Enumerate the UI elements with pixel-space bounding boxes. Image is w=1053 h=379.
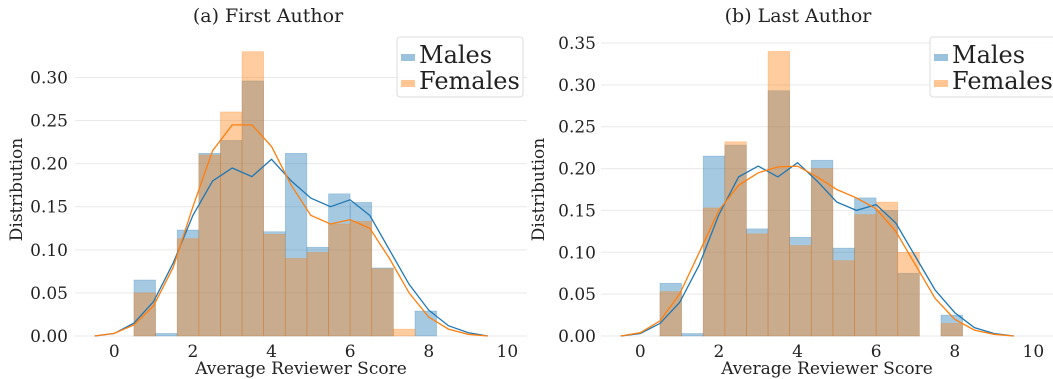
histogram-bar — [681, 333, 704, 337]
x-tick-label: 6 — [871, 342, 882, 362]
x-tick-label: 0 — [635, 342, 646, 362]
y-tick-label: 0.30 — [558, 76, 596, 96]
legend-swatch — [401, 80, 415, 87]
histogram-bar — [198, 153, 221, 337]
x-tick-label: 10 — [1023, 342, 1045, 362]
histogram-bar — [176, 238, 200, 337]
histogram-bar — [220, 140, 243, 337]
histogram-bar — [832, 247, 855, 337]
histogram-bar — [133, 279, 156, 337]
y-tick-label: 0.05 — [558, 285, 596, 305]
y-axis-label: Distribution — [7, 138, 27, 242]
histogram-bar — [789, 236, 812, 337]
y-tick-label: 0.20 — [558, 160, 596, 180]
histogram-bar — [155, 333, 178, 337]
histogram-bar — [854, 197, 877, 337]
density-curve — [620, 165, 1014, 337]
legend-label: Females — [952, 67, 1053, 95]
density-curve — [94, 158, 488, 337]
x-tick-label: 8 — [949, 342, 960, 362]
x-tick-label: 8 — [423, 342, 434, 362]
histogram-bar — [810, 168, 834, 337]
density-curve — [620, 161, 1014, 337]
histogram-bar — [875, 210, 899, 337]
x-tick-label: 4 — [792, 342, 803, 362]
x-tick-label: 10 — [497, 342, 519, 362]
histogram-bar — [349, 202, 373, 337]
last-author-panel: (b) Last Author 0.00 0.05 0.10 0.15 0.20 0.25 0… — [529, 5, 1053, 379]
histogram-bar — [176, 229, 200, 337]
histogram-bar — [724, 141, 747, 337]
y-tick-label: 0.05 — [30, 284, 68, 304]
y-tick-label: 0.25 — [558, 118, 596, 138]
legend-swatch — [401, 54, 415, 61]
y-tick-label: 0.15 — [30, 198, 68, 218]
legend-label: Females — [419, 67, 520, 95]
histogram-bar — [371, 267, 394, 337]
histogram-bar — [393, 328, 416, 337]
y-axis-label: Distribution — [529, 138, 549, 242]
y-tick-label: 0.25 — [30, 112, 68, 132]
x-tick-label: 4 — [266, 342, 277, 362]
x-tick-label: 0 — [109, 342, 120, 362]
y-tick-label: 0.20 — [30, 155, 68, 175]
histogram-bar — [746, 228, 769, 337]
histogram-bar — [198, 154, 221, 337]
histogram-bar — [263, 234, 286, 337]
histogram-bar — [767, 90, 790, 337]
legend-box — [929, 36, 1053, 98]
histogram-bar — [767, 51, 790, 337]
x-tick-label: 6 — [345, 342, 356, 362]
x-axis-label: Average Reviewer Score — [720, 359, 933, 379]
histogram-bar — [349, 221, 373, 337]
histogram-bar — [241, 80, 264, 337]
histogram-bar — [328, 223, 351, 337]
histogram-bar — [832, 260, 855, 337]
y-tick-label: 0.10 — [30, 241, 68, 261]
y-tick-label: 0.00 — [30, 327, 68, 347]
histogram-bar — [284, 153, 308, 337]
histogram-bar — [220, 111, 243, 337]
first-author-panel: (a) First Author 0.00 0.05 0.10 0.15 0.20 0.25… — [7, 5, 527, 379]
legend-label: Males — [419, 41, 492, 69]
chart-title: (a) First Author — [193, 5, 344, 27]
legend-box — [396, 36, 524, 98]
histogram-bar — [371, 268, 394, 337]
histogram-bar — [746, 233, 769, 337]
histogram-bar — [789, 245, 812, 337]
histogram-bar — [306, 246, 329, 337]
legend-label: Males — [952, 41, 1025, 69]
y-tick-label: 0.35 — [558, 34, 596, 54]
histogram-bar — [328, 193, 351, 337]
histogram-bar — [659, 291, 682, 337]
histogram-bar — [414, 310, 437, 337]
histogram-bar — [940, 323, 963, 337]
histogram-bar — [241, 51, 264, 337]
histogram-bar — [810, 159, 834, 337]
chart-title: (b) Last Author — [725, 5, 873, 27]
y-tick-label: 0.10 — [558, 243, 596, 263]
histogram-bar — [659, 282, 682, 337]
x-axis-label: Average Reviewer Score — [194, 359, 407, 379]
x-tick-label: 2 — [187, 342, 198, 362]
histogram-bar — [875, 201, 899, 337]
y-tick-label: 0.30 — [30, 68, 68, 88]
legend-swatch — [934, 80, 948, 87]
histogram-bar — [306, 252, 329, 337]
x-tick-label: 2 — [713, 342, 724, 362]
histogram-bar — [263, 231, 286, 337]
y-tick-label: 0.00 — [558, 327, 596, 347]
histogram-bar — [854, 214, 877, 337]
density-curve — [94, 124, 488, 337]
histogram-bar — [284, 258, 308, 337]
histogram-bar — [897, 272, 920, 337]
y-tick-label: 0.15 — [558, 201, 596, 221]
histogram-bar — [702, 155, 726, 337]
legend-swatch — [934, 54, 948, 61]
